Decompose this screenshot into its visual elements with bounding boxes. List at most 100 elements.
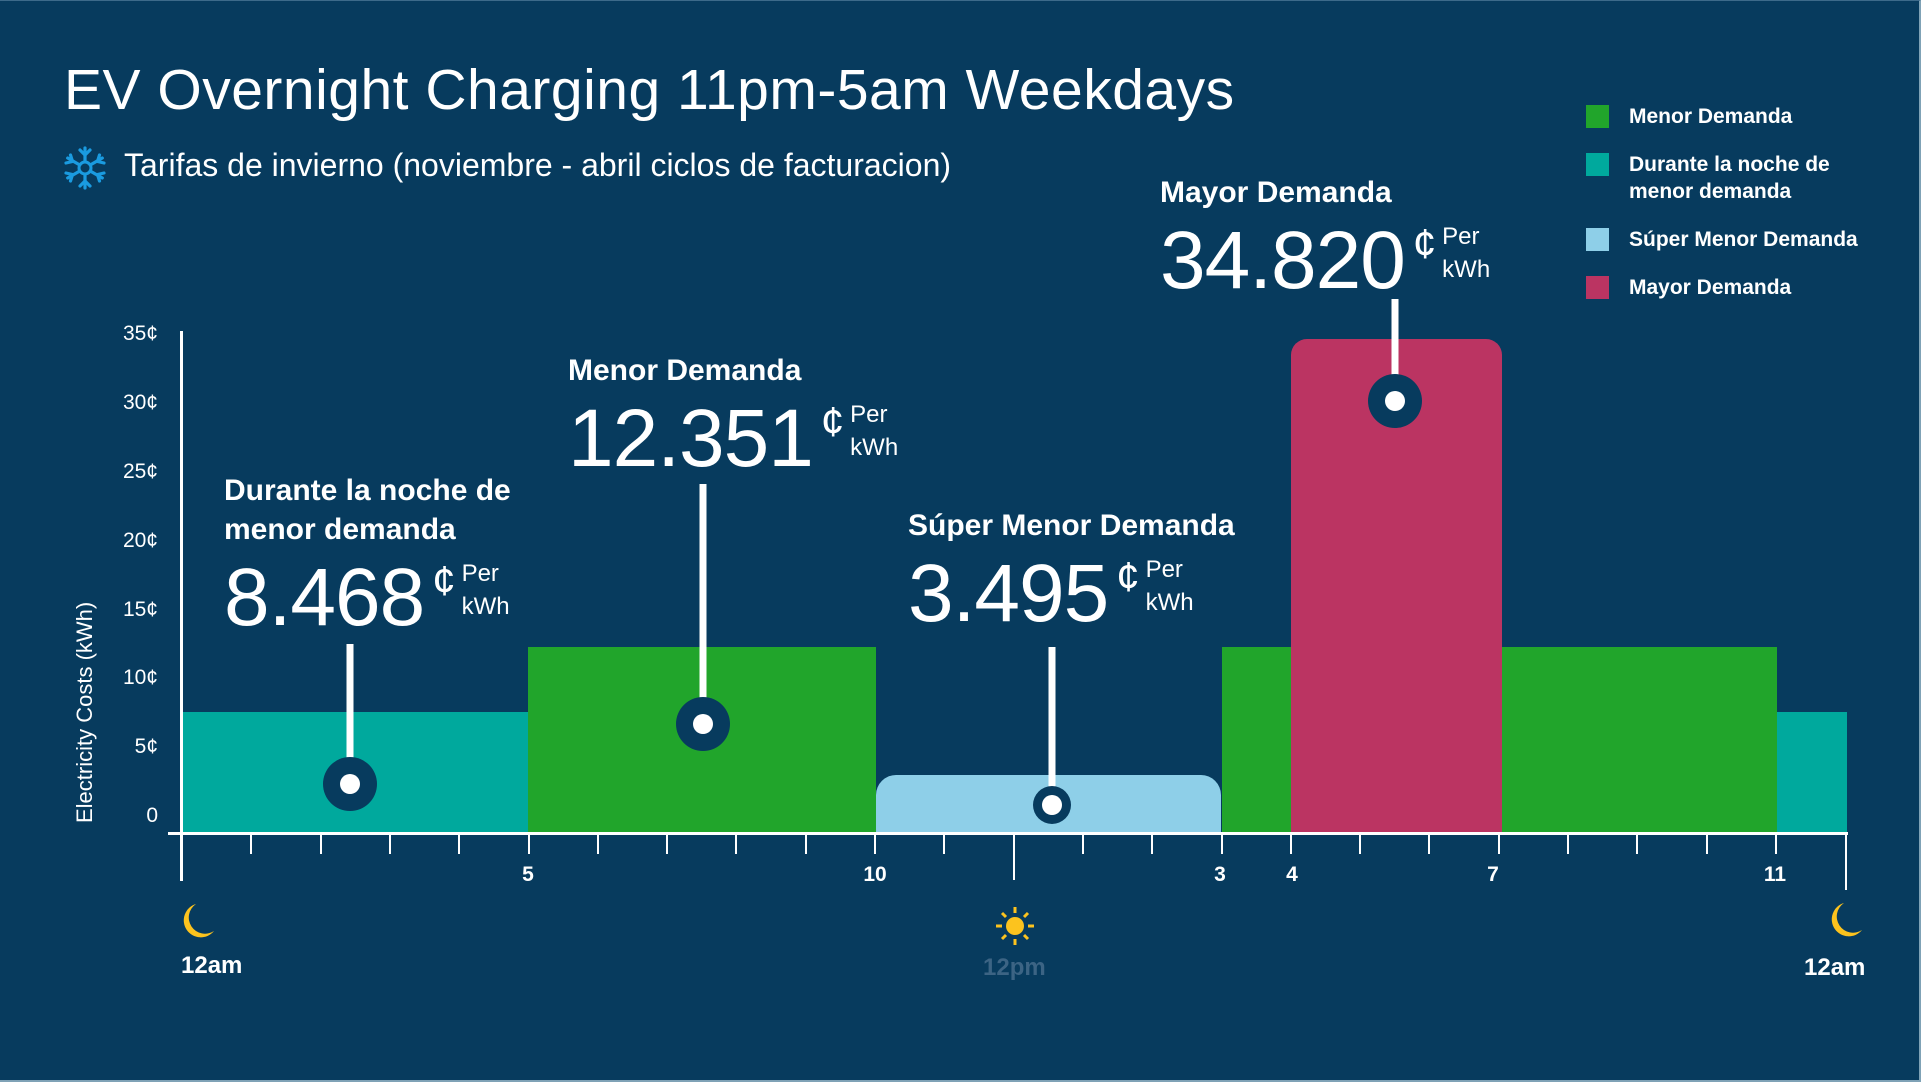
- callout-marker-center: [693, 714, 713, 734]
- y-tick-label: 5¢: [134, 735, 158, 758]
- x-tick-label: 3: [1214, 863, 1226, 886]
- callout-peak: Mayor Demanda 34.820 ¢ Per kWh: [1160, 173, 1490, 302]
- callout-stem: [699, 484, 707, 724]
- legend: Menor Demanda Durante la noche de menor …: [1586, 105, 1916, 324]
- callout-label: Súper Menor Demanda: [908, 509, 1235, 542]
- callout-off-peak: Menor Demanda 12.351 ¢ Per kWh: [568, 351, 898, 480]
- legend-label: Menor Demanda: [1629, 105, 1793, 128]
- callout-value: 12.351: [568, 393, 814, 484]
- x-tick: [320, 834, 322, 854]
- callout-overnight: Durante la noche de menor demanda 8.468 …: [224, 471, 511, 639]
- cent-symbol: ¢: [432, 557, 456, 604]
- x-tick-label: 7: [1487, 863, 1499, 886]
- snowflake-icon: [64, 146, 106, 190]
- chart-subtitle: Tarifas de invierno (noviembre - abril c…: [124, 147, 952, 183]
- callout-super-off-peak: Súper Menor Demanda 3.495 ¢ Per kWh: [908, 506, 1235, 635]
- x-tick-label: 4: [1286, 863, 1298, 886]
- x-tick: [1498, 834, 1500, 854]
- cent-symbol: ¢: [1412, 220, 1437, 267]
- callout-stem: [1391, 299, 1399, 401]
- y-tick-label: 10¢: [122, 666, 158, 689]
- legend-label: Mayor Demanda: [1629, 276, 1792, 299]
- per-kwh: Per kWh: [462, 557, 510, 623]
- y-tick-label: 15¢: [122, 598, 158, 621]
- x-tick: [1290, 834, 1292, 854]
- x-tick: [943, 834, 945, 854]
- x-axis-end-tick: [1845, 832, 1847, 890]
- y-axis-title: Electricity Costs (kWh): [72, 601, 97, 823]
- kwh-label: kWh: [1442, 256, 1491, 283]
- x-tick: [1567, 834, 1569, 854]
- callout-label: Durante la noche de: [224, 474, 511, 507]
- x-tick: [805, 834, 807, 854]
- cent-symbol: ¢: [820, 398, 845, 445]
- callout-value: 8.468: [224, 552, 425, 643]
- callout-marker-center: [340, 774, 360, 794]
- x-tick: [250, 834, 252, 854]
- x-tick: [597, 834, 599, 854]
- x-axis-line: [168, 832, 1848, 835]
- per-label: Per: [461, 560, 499, 587]
- per-kwh: Per kWh: [1442, 220, 1490, 286]
- time-label-mid: 12pm: [983, 954, 1046, 981]
- legend-label: Durante la noche de menor demanda: [1629, 153, 1830, 203]
- bar-menor-evening: [1502, 647, 1777, 833]
- x-tick: [735, 834, 737, 854]
- x-tick-label: 10: [863, 863, 887, 886]
- callout-label: menor demanda: [224, 513, 456, 546]
- legend-swatch-mayor: [1586, 276, 1609, 299]
- x-tick: [874, 834, 876, 854]
- chart-title: EV Overnight Charging 11pm-5am Weekdays: [64, 58, 1235, 122]
- callout-stem: [346, 644, 354, 784]
- legend-item-durante: Durante la noche de menor demanda: [1586, 153, 1916, 228]
- x-tick: [1082, 834, 1084, 854]
- kwh-label: kWh: [461, 593, 510, 620]
- x-tick: [1636, 834, 1638, 854]
- time-label-start: 12am: [181, 952, 243, 979]
- x-tick-label: 5: [522, 863, 534, 886]
- cent-symbol: ¢: [1116, 553, 1140, 600]
- bar-overnight-late: [1777, 712, 1847, 833]
- x-tick: [1428, 834, 1430, 854]
- legend-item-mayor: Mayor Demanda: [1586, 276, 1916, 324]
- per-label: Per: [1145, 556, 1183, 583]
- y-tick-label: 25¢: [122, 460, 158, 483]
- y-tick-label: 30¢: [122, 391, 158, 414]
- x-tick: [666, 834, 668, 854]
- y-tick-label: 0: [146, 804, 158, 827]
- legend-swatch-super: [1586, 228, 1609, 251]
- x-tick: [1151, 834, 1153, 854]
- y-axis-line: [180, 331, 183, 881]
- callout-marker-center: [1385, 391, 1405, 411]
- y-tick-label: 35¢: [122, 322, 158, 345]
- legend-item-menor: Menor Demanda: [1586, 105, 1916, 153]
- callout-value: 3.495: [908, 548, 1109, 639]
- x-tick: [1775, 834, 1777, 854]
- kwh-label: kWh: [850, 434, 899, 461]
- per-label: Per: [850, 401, 888, 428]
- moon-icon: [1831, 903, 1862, 937]
- x-tick: [1013, 834, 1015, 880]
- x-tick: [528, 834, 530, 854]
- bar-menor-afternoon: [1222, 647, 1291, 833]
- callout-label: Menor Demanda: [568, 354, 802, 387]
- callout-stem: [1048, 647, 1056, 805]
- time-label-end: 12am: [1804, 954, 1866, 981]
- per-kwh: Per kWh: [1146, 553, 1194, 619]
- callout-marker-center: [1042, 795, 1062, 815]
- per-kwh: Per kWh: [850, 398, 898, 464]
- x-tick: [1359, 834, 1361, 854]
- legend-item-super: Súper Menor Demanda: [1586, 228, 1916, 276]
- x-tick: [1221, 834, 1223, 854]
- x-tick: [1706, 834, 1708, 854]
- legend-swatch-durante: [1586, 153, 1609, 176]
- legend-label: Súper Menor Demanda: [1629, 228, 1858, 251]
- per-label: Per: [1442, 223, 1480, 250]
- moon-icon: [183, 904, 214, 938]
- x-tick-label: 11: [1763, 863, 1787, 886]
- kwh-label: kWh: [1145, 589, 1194, 616]
- x-tick: [389, 834, 391, 854]
- sun-icon: [996, 907, 1034, 945]
- legend-swatch-menor: [1586, 105, 1609, 128]
